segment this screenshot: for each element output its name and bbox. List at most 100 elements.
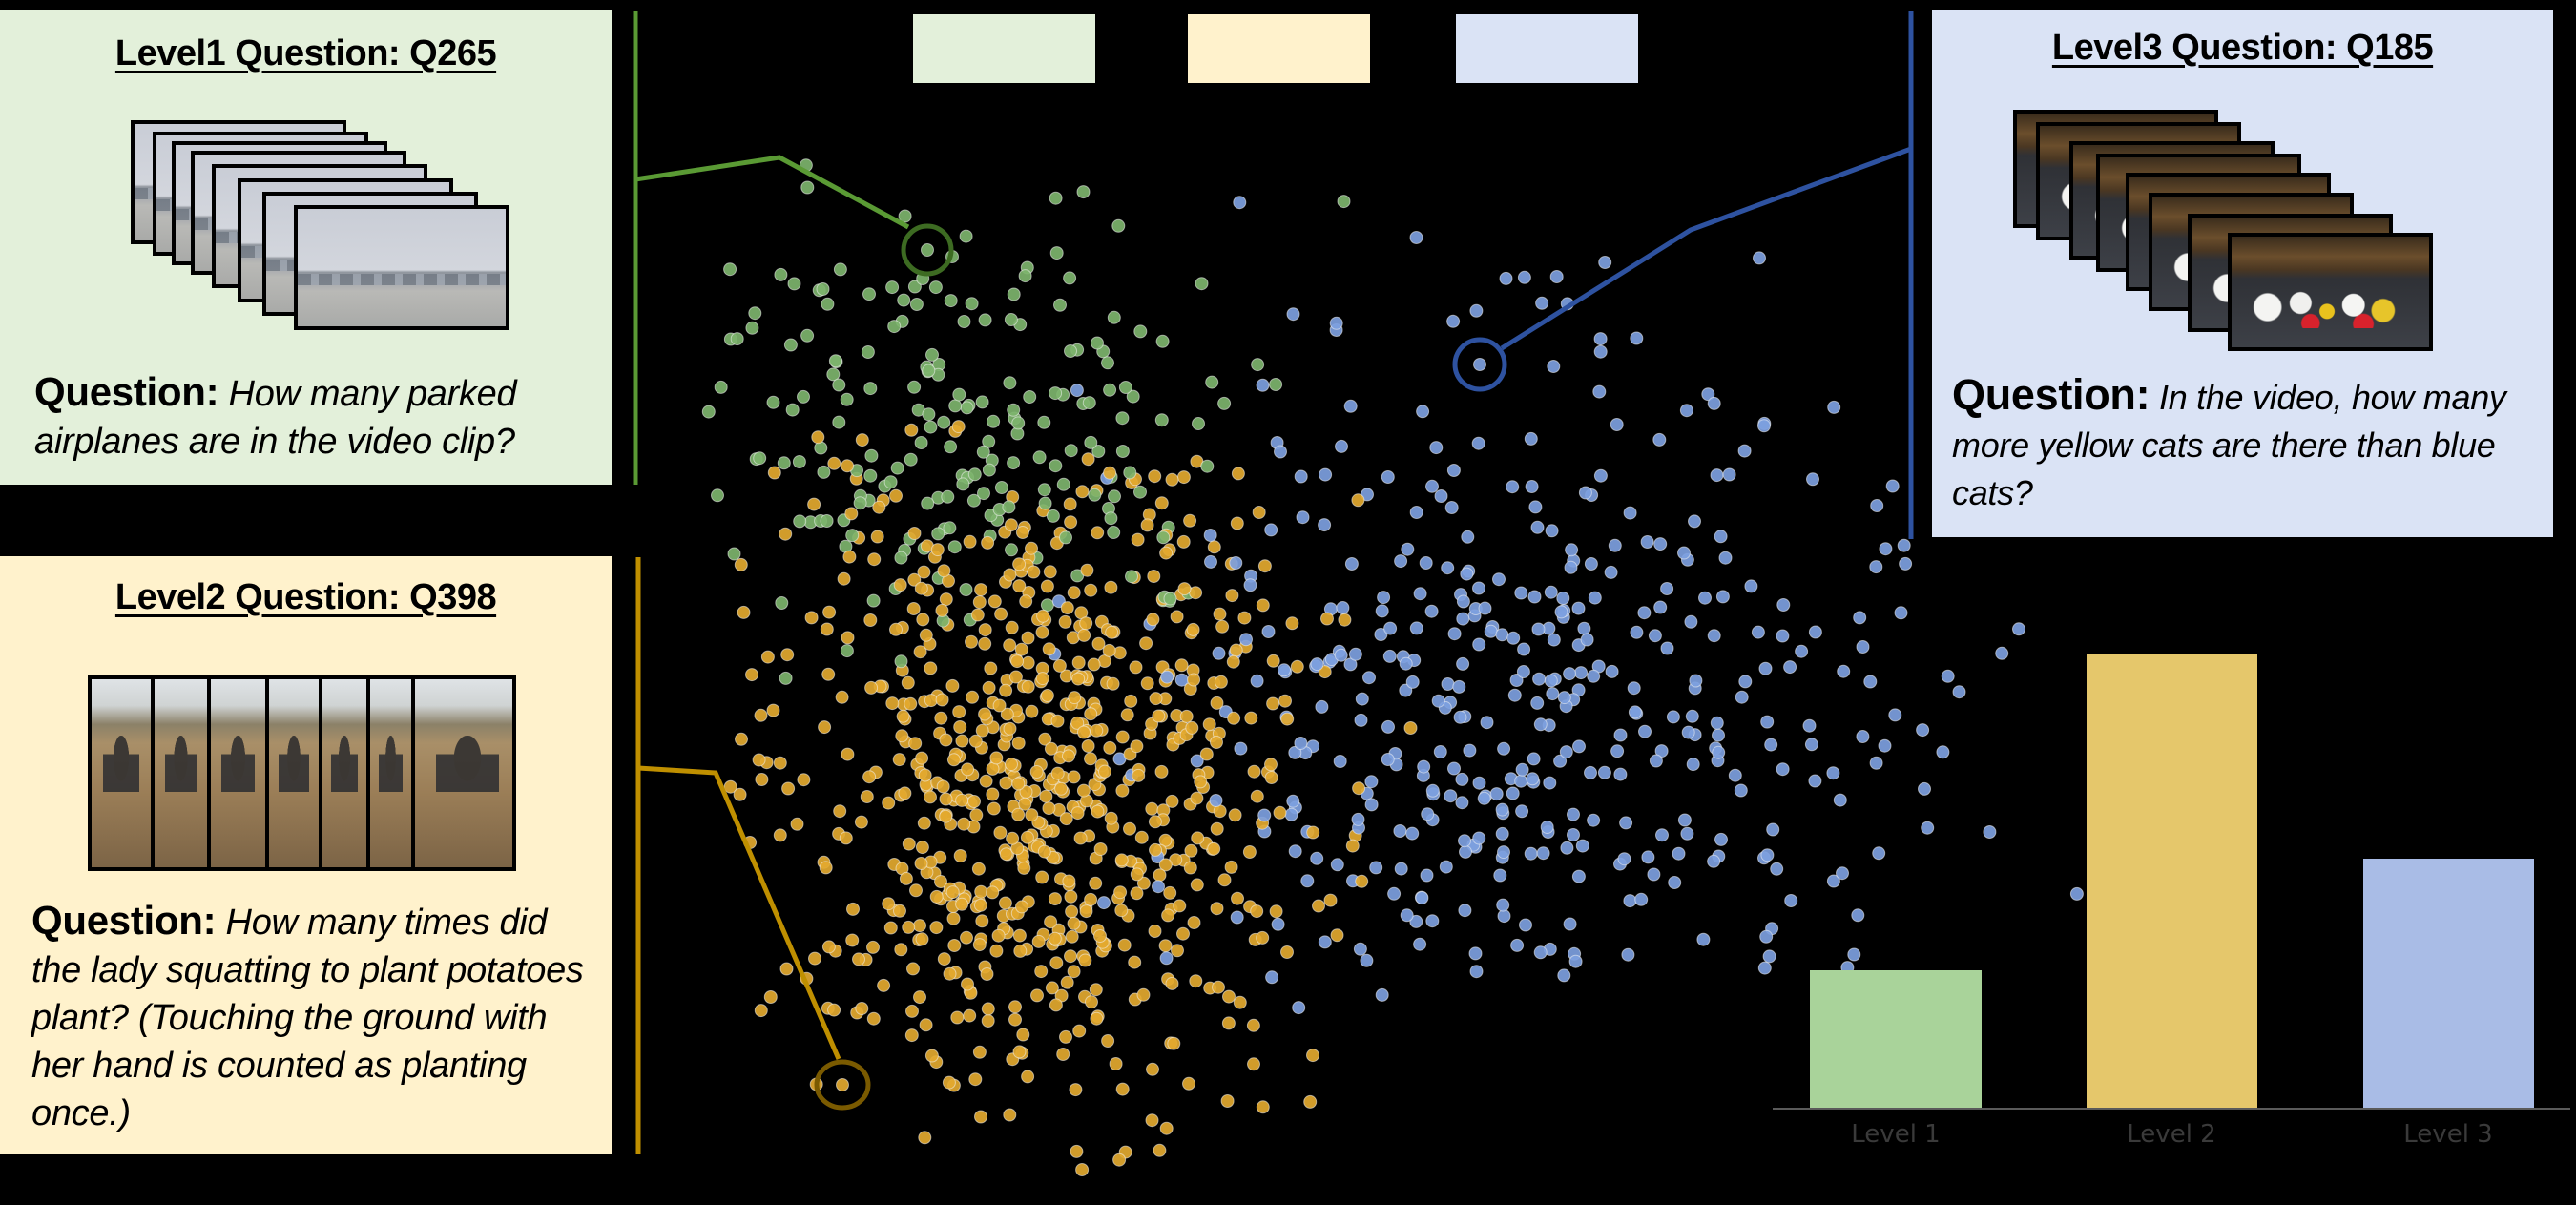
scatter-dot bbox=[1345, 839, 1360, 853]
scatter-dot bbox=[1381, 753, 1395, 766]
scatter-dot bbox=[1018, 269, 1032, 283]
scatter-dot bbox=[1042, 642, 1056, 656]
scatter-dot bbox=[1054, 781, 1069, 796]
scatter-dot bbox=[1140, 518, 1154, 532]
scatter-dot bbox=[892, 753, 906, 767]
scatter-dot bbox=[1495, 628, 1509, 642]
scatter-dot bbox=[1114, 853, 1129, 867]
scatter-dot bbox=[1330, 858, 1344, 872]
scatter-dot bbox=[1530, 520, 1545, 534]
scatter-dot bbox=[1006, 831, 1020, 845]
scatter-dot bbox=[1158, 858, 1173, 872]
scatter-dot bbox=[1073, 831, 1088, 845]
scatter-dot bbox=[1762, 949, 1776, 964]
scatter-dot bbox=[1230, 910, 1244, 925]
scatter-dot bbox=[1123, 821, 1136, 836]
scatter-dot bbox=[883, 475, 898, 489]
scatter-dot bbox=[1355, 692, 1369, 706]
scatter-dot bbox=[935, 603, 949, 617]
level3-card-title: Level3 Question: Q185 bbox=[2051, 28, 2434, 68]
scatter-dot bbox=[752, 753, 766, 767]
scatter-dot bbox=[969, 808, 984, 822]
scatter-dot bbox=[1046, 509, 1060, 523]
scatter-dot bbox=[1543, 776, 1557, 790]
scatter-dot bbox=[1071, 655, 1086, 670]
scatter-dot bbox=[1152, 709, 1166, 723]
scatter-dot bbox=[781, 781, 796, 796]
scatter-dot bbox=[821, 940, 836, 954]
scatter-dot bbox=[1343, 399, 1358, 413]
scatter-dot bbox=[1078, 953, 1092, 967]
scatter-dot bbox=[780, 648, 795, 662]
scatter-dot bbox=[1104, 580, 1118, 594]
scatter-dot bbox=[1021, 631, 1035, 645]
scatter-dot bbox=[1492, 572, 1506, 587]
scatter-dot bbox=[972, 938, 987, 952]
scatter-dot bbox=[906, 602, 921, 615]
scatter-dot bbox=[793, 514, 807, 529]
scatter-dot bbox=[1463, 743, 1477, 758]
video-frame-icon bbox=[415, 679, 512, 867]
scatter-dot bbox=[1077, 628, 1091, 642]
scatter-dot bbox=[1132, 768, 1146, 782]
scatter-dot bbox=[1089, 876, 1103, 890]
scatter-dot bbox=[928, 280, 943, 295]
scatter-dot bbox=[974, 884, 988, 899]
scatter-dot bbox=[800, 180, 815, 195]
scatter-dot bbox=[753, 451, 767, 466]
scatter-dot bbox=[1637, 606, 1652, 620]
scatter-dot bbox=[1098, 764, 1111, 779]
scatter-dot bbox=[1012, 1045, 1027, 1059]
scatter-dot bbox=[1257, 559, 1272, 573]
scatter-dot bbox=[994, 481, 1008, 494]
scatter-dot bbox=[1229, 556, 1243, 570]
scatter-dot bbox=[1107, 310, 1121, 324]
scatter-dot bbox=[1698, 591, 1712, 605]
scatter-dot bbox=[989, 944, 1004, 958]
scatter-dot bbox=[1176, 534, 1191, 549]
scatter-dot bbox=[1783, 660, 1797, 675]
scatter-dot bbox=[1234, 741, 1248, 756]
question-text: How many parked airplanes are in the vid… bbox=[34, 374, 517, 462]
scatter-dot bbox=[967, 467, 982, 482]
scatter-dot bbox=[937, 952, 951, 966]
scatter-dot bbox=[1225, 589, 1239, 603]
scatter-dot bbox=[1003, 1108, 1017, 1122]
scatter-dot bbox=[797, 773, 811, 787]
scatter-dot bbox=[1688, 514, 1701, 529]
scatter-dot bbox=[1056, 1048, 1070, 1061]
scatter-dot bbox=[1049, 956, 1064, 970]
scatter-dot bbox=[894, 943, 908, 957]
scatter-dot bbox=[924, 1049, 939, 1063]
scatter-dot bbox=[1128, 955, 1142, 969]
video-frame-icon bbox=[269, 679, 322, 867]
scatter-dot bbox=[1416, 405, 1430, 419]
scatter-dot bbox=[1284, 807, 1298, 821]
scatter-dot bbox=[1040, 689, 1054, 702]
scatter-dot bbox=[981, 1014, 995, 1028]
scatter-dot bbox=[907, 527, 922, 540]
scatter-dot bbox=[1362, 671, 1376, 685]
scatter-dot bbox=[1007, 403, 1021, 417]
scatter-dot bbox=[999, 683, 1013, 697]
scatter-dot bbox=[1515, 804, 1529, 819]
scatter-dot bbox=[1684, 614, 1698, 629]
scatter-dot bbox=[1008, 1012, 1022, 1027]
scatter-dot bbox=[1250, 789, 1264, 803]
scatter-dot bbox=[1147, 570, 1161, 583]
scatter-dot bbox=[1101, 356, 1114, 370]
scatter-dot bbox=[1506, 480, 1520, 494]
scatter-dot bbox=[1190, 878, 1204, 892]
scatter-dot bbox=[818, 720, 832, 735]
scatter-dot bbox=[945, 885, 960, 900]
scatter-dot bbox=[711, 488, 724, 503]
scatter-dot bbox=[1480, 716, 1494, 730]
scatter-dot bbox=[1517, 270, 1531, 284]
scatter-dot bbox=[1707, 629, 1721, 643]
scatter-dot bbox=[1210, 736, 1223, 749]
scatter-dot bbox=[1194, 775, 1208, 789]
scatter-dot bbox=[1836, 866, 1849, 881]
scatter-dot bbox=[971, 862, 986, 876]
scatter-dot bbox=[951, 420, 966, 434]
scatter-dot bbox=[1003, 376, 1017, 390]
